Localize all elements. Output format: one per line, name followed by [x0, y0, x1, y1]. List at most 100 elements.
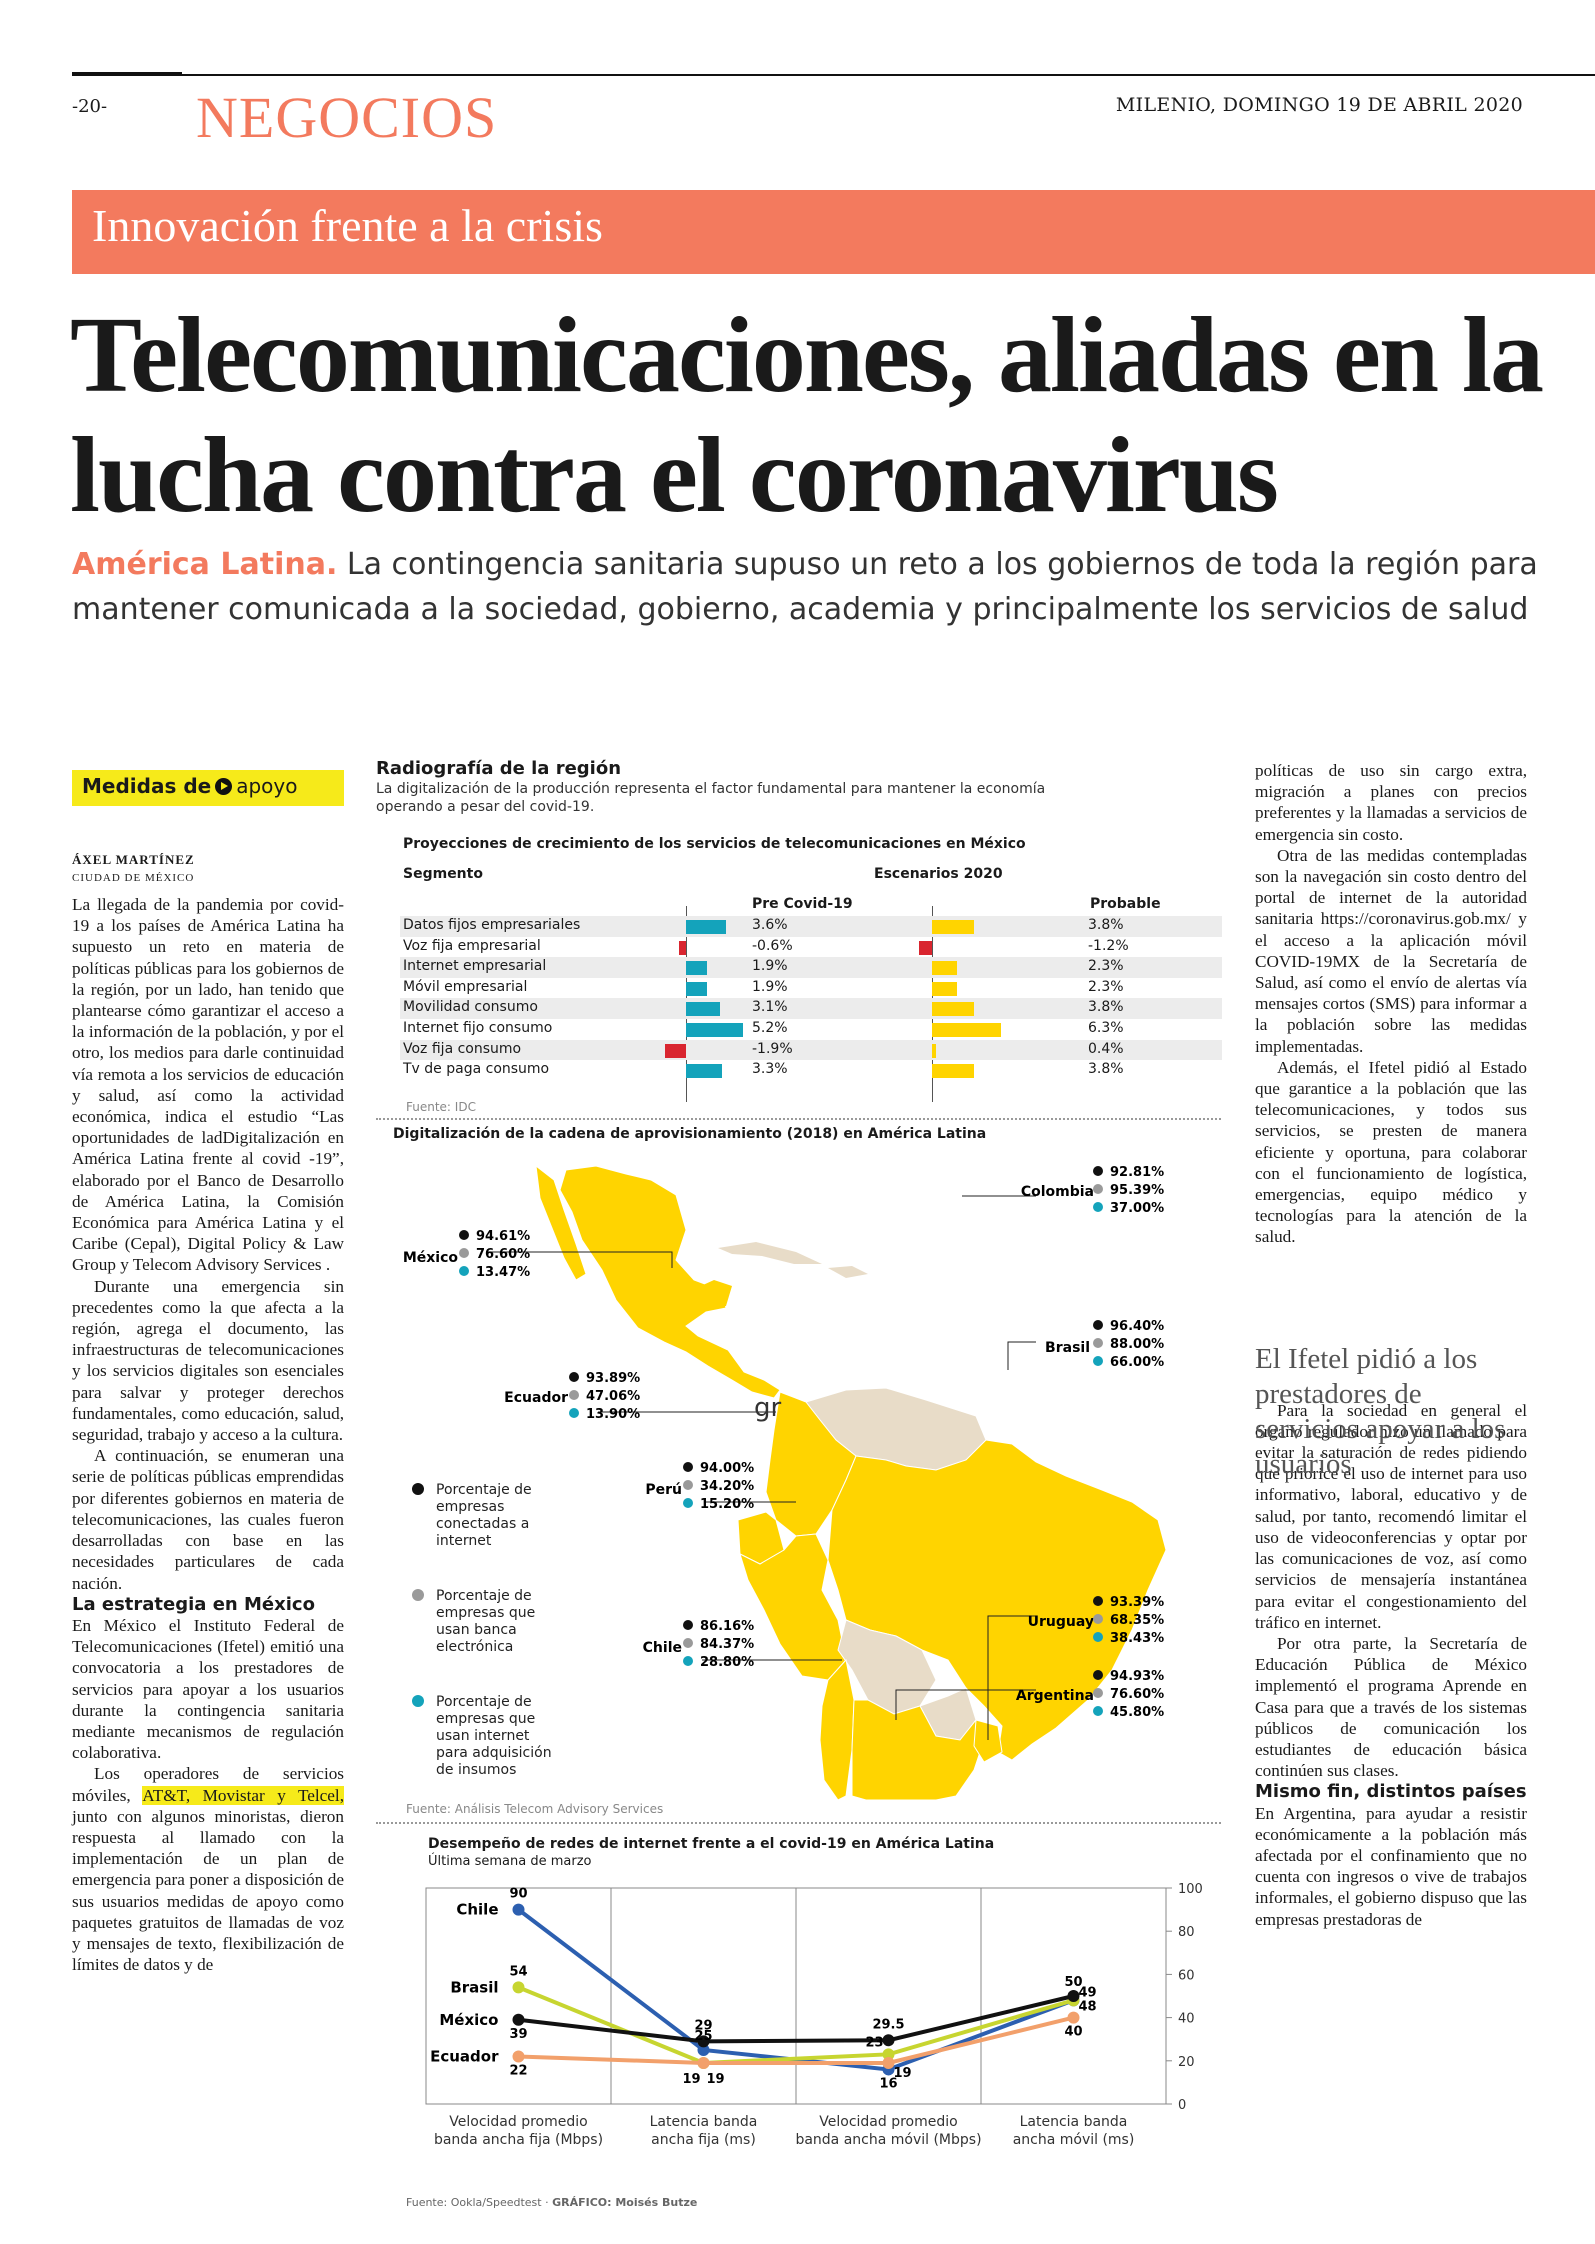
projection-row: Movilidad consumo 3.1% 3.8% — [400, 998, 1222, 1019]
country-value: 66.00% — [1110, 1355, 1164, 1370]
country-value: 88.00% — [1110, 1337, 1164, 1352]
legend-dot — [1093, 1688, 1103, 1698]
value-label: 40 — [1064, 2025, 1082, 2040]
paragraph: políticas de uso sin cargo extra, migrac… — [1255, 761, 1527, 844]
bar-probable — [932, 1043, 937, 1058]
map-chile-shape — [819, 1658, 855, 1800]
infographic-title: Radiografía de la región — [376, 758, 622, 779]
pullquote: El Ifetel pidió a los prestadores de ser… — [1255, 1343, 1506, 1480]
source-text: Fuente: Ookla/Speedtest — [406, 2196, 542, 2209]
divider — [376, 1118, 1221, 1120]
paragraph: Además, el Ifetel pidió al Estado que ga… — [1255, 1057, 1527, 1247]
map-title: Digitalización de la cadena de aprovisio… — [393, 1126, 987, 1142]
value-label: 19 — [682, 2072, 700, 2087]
x-category-label: ancha fija (ms) — [651, 2132, 756, 2148]
value-pre-covid: -0.6% — [752, 937, 793, 954]
projection-segment-label: Internet fijo consumo — [403, 1019, 553, 1036]
deck: América Latina. La contingencia sanitari… — [72, 542, 1552, 632]
series-line-ecuador — [518, 2015, 1074, 2065]
value-label: 22 — [509, 2063, 527, 2078]
country-value: 94.61% — [476, 1229, 530, 1244]
y-tick-label: 100 — [1178, 1882, 1203, 1897]
map-stray-text: gr — [754, 1393, 782, 1423]
tag-box — [72, 770, 344, 806]
country-name: Chile — [643, 1640, 682, 1656]
map-country-label: Uruguay 93.39% 68.35% 38.43% — [987, 1595, 1164, 1740]
map-uruguay-shape — [973, 1719, 1003, 1763]
data-point — [512, 1903, 525, 1916]
graphic-credit: GRÁFICO: Moisés Butze — [552, 2196, 698, 2209]
value-probable: 6.3% — [1088, 1019, 1124, 1036]
map-legend-item: Porcentaje de empresas conectadas a interne… — [412, 1482, 532, 1549]
country-value: 47.06% — [586, 1389, 640, 1404]
x-category-label: Velocidad promedio — [449, 2114, 587, 2130]
country-value: 92.81% — [1110, 1165, 1164, 1180]
country-value: 95.39% — [1110, 1183, 1164, 1198]
country-name: Argentina — [1016, 1688, 1094, 1704]
map-country-label: Colombia 92.81% 95.39% 37.00% — [962, 1165, 1164, 1216]
map-yucatan-shape — [692, 1280, 732, 1308]
country-value: 76.60% — [1110, 1687, 1164, 1702]
x-category-label: Velocidad promedio — [819, 2114, 957, 2130]
line-chart-subtitle: Última semana de marzo — [428, 1854, 592, 1869]
paragraph: Otra de las medidas contempladas son la … — [1255, 845, 1527, 1056]
legend-dot — [683, 1462, 693, 1472]
bar-pre-covid — [686, 1064, 723, 1079]
country-value: 94.00% — [700, 1461, 754, 1476]
leader-line — [895, 1689, 1036, 1720]
map-peru-shape — [739, 1533, 847, 1681]
x-category-label: Latencia banda — [1020, 2114, 1128, 2130]
y-tick-label: 0 — [1178, 2098, 1186, 2113]
value-pre-covid: 3.6% — [752, 917, 788, 933]
bar-probable — [932, 1002, 974, 1017]
series-line-brasil — [517, 1985, 1075, 2065]
country-value: 13.47% — [476, 1265, 530, 1280]
byline-city: CIUDAD DE MÉXICO — [72, 872, 195, 884]
value-probable: 3.8% — [1088, 917, 1124, 933]
legend-dot — [1093, 1166, 1103, 1176]
projection-row: Internet empresarial 1.9% 2.3% — [400, 957, 1222, 978]
value-label: 25 — [694, 2029, 712, 2044]
map-country-label: Chile 86.16% 84.37% 28.80% — [643, 1619, 842, 1670]
projection-row: Móvil empresarial 1.9% 2.3% — [400, 978, 1222, 999]
line-chart: 0 20 40 60 80 100 Velocidad promedio banda anch… — [425, 1882, 1203, 2148]
map-country-label: Argentina 94.93% 76.60% 45.80% — [895, 1669, 1164, 1720]
legend-dot — [1093, 1320, 1103, 1330]
value-pre-covid: 5.2% — [752, 1019, 788, 1036]
value-probable: 0.4% — [1088, 1040, 1124, 1057]
projection-segment-label: Voz fija consumo — [403, 1040, 522, 1057]
map-country-label: México 94.61% 76.60% 13.47% — [403, 1229, 673, 1280]
bar-pre-covid — [686, 1022, 744, 1037]
value-label: 19 — [706, 2072, 724, 2087]
subhead: La estrategia en México — [72, 1593, 315, 1615]
value-label: 16 — [879, 2076, 897, 2091]
bar-probable — [932, 920, 974, 934]
series-line-méxico — [518, 1994, 1074, 2044]
legend-dot — [1093, 1356, 1103, 1366]
projection-header-scenarios: Escenarios 2020 — [874, 866, 1003, 882]
line-chart-source: Fuente: Ookla/Speedtest · GRÁFICO: Moisé… — [406, 2196, 698, 2209]
bar-probable — [918, 940, 932, 955]
map-legend-item: Porcentaje de empresas que usan internet pa… — [412, 1694, 552, 1778]
data-point — [882, 2056, 895, 2069]
deck-text: La contingencia sanitaria supuso un reto… — [72, 547, 1538, 627]
legend-dot — [569, 1372, 579, 1382]
legend-dot — [412, 1695, 424, 1707]
value-pre-covid: 1.9% — [752, 958, 788, 975]
value-pre-covid: 3.3% — [752, 1061, 788, 1078]
data-point — [697, 2035, 710, 2048]
value-label: 49 — [1078, 1985, 1096, 2000]
bar-pre-covid — [665, 1043, 686, 1058]
map-colombia-shape — [765, 1391, 857, 1537]
series-name-label: Brasil — [450, 1978, 498, 1996]
map-hispaniola-shape — [828, 1266, 868, 1278]
projection-source: Fuente: IDC — [406, 1100, 476, 1114]
legend-dot — [1093, 1632, 1103, 1642]
legend-label: Porcentaje de empresas que usan internet pa… — [436, 1694, 552, 1778]
map-argentina-shape — [851, 1699, 985, 1800]
kicker: Innovación frente a la crisis — [92, 200, 603, 251]
value-probable: 3.8% — [1088, 1061, 1124, 1078]
leader-line — [987, 1615, 1036, 1740]
map-country-label: Perú 94.00% 34.20% 15.20% — [645, 1461, 796, 1512]
projection-row: Internet fijo consumo 5.2% 6.3% — [400, 1019, 1222, 1040]
